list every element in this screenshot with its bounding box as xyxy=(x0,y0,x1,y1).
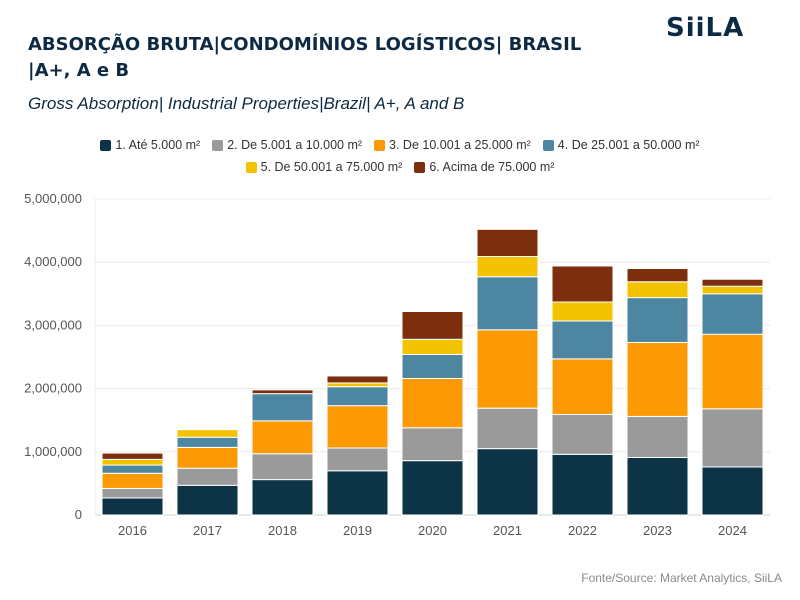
bar-segment xyxy=(701,285,764,295)
legend-swatch xyxy=(374,139,386,151)
bar-segment xyxy=(551,453,614,516)
bar-segment xyxy=(401,310,464,340)
legend-label: 1. Até 5.000 m² xyxy=(115,138,201,152)
bar-segment xyxy=(251,479,314,516)
bar-segment xyxy=(401,377,464,429)
x-tick-label: 2022 xyxy=(568,523,597,538)
x-tick-label: 2018 xyxy=(268,523,297,538)
bar-segment xyxy=(326,447,389,472)
legend-label: 6. Acima de 75.000 m² xyxy=(429,160,555,174)
legend-item: 1. Até 5.000 m² xyxy=(100,138,200,152)
bar-segment xyxy=(326,405,389,449)
bar-segment xyxy=(101,497,164,516)
y-tick-label: 2,000,000 xyxy=(24,381,82,396)
legend-row: 1. Até 5.000 m² 2. De 5.001 a 10.000 m² 3.… xyxy=(0,138,800,152)
bar-segment xyxy=(401,338,464,355)
legend-item: 6. Acima de 75.000 m² xyxy=(414,160,554,174)
bar-segment xyxy=(101,472,164,489)
y-tick-label: 1,000,000 xyxy=(24,444,82,459)
legend-item: 4. De 25.001 a 50.000 m² xyxy=(542,138,700,152)
bar-segment xyxy=(326,470,389,516)
y-tick-label: 5,000,000 xyxy=(24,191,82,206)
x-tick-label: 2019 xyxy=(343,523,372,538)
legend-item: 2. De 5.001 a 10.000 m² xyxy=(212,138,362,152)
legend-item: 3. De 10.001 a 25.000 m² xyxy=(374,138,531,152)
bar-segment xyxy=(551,265,614,303)
bar-segment xyxy=(176,446,239,469)
bar-segment xyxy=(626,456,689,516)
bar-segment xyxy=(176,484,239,516)
bar-segment xyxy=(476,407,539,450)
bar-segment xyxy=(551,358,614,416)
legend-swatch xyxy=(100,139,112,151)
bar-segment xyxy=(326,382,389,388)
bar-segment xyxy=(701,408,764,468)
legend-label: 2. De 5.001 a 10.000 m² xyxy=(227,138,363,152)
bar-segment xyxy=(176,436,239,448)
bar-segment xyxy=(101,458,164,466)
bar-segment xyxy=(626,281,689,299)
x-tick-label: 2020 xyxy=(418,523,447,538)
bar-segment xyxy=(626,297,689,343)
bar-segment xyxy=(251,453,314,481)
bar-segment xyxy=(701,466,764,516)
bar-segment xyxy=(476,228,539,258)
legend-item: 5. De 50.001 a 75.000 m² xyxy=(245,160,403,174)
bar-segment xyxy=(551,320,614,360)
legend-swatch xyxy=(212,139,224,151)
bar-segment xyxy=(251,389,314,395)
bar-segment xyxy=(701,333,764,410)
bar-segment xyxy=(251,420,314,455)
siila-logo: SiiLA xyxy=(666,12,782,44)
bar-segment xyxy=(476,329,539,409)
bar-segment xyxy=(701,293,764,335)
legend-label: 4. De 25.001 a 50.000 m² xyxy=(557,138,700,152)
chart-title: ABSORÇÃO BRUTA|CONDOMÍNIOS LOGÍSTICOS| B… xyxy=(28,34,582,81)
bar-segment xyxy=(401,427,464,462)
bar-segment xyxy=(101,452,164,460)
bar-segment xyxy=(701,278,764,287)
bar-segment xyxy=(626,341,689,417)
bar-segment xyxy=(626,268,689,283)
source-note: Fonte/Source: Market Analytics, SiiLA xyxy=(581,571,782,585)
legend-swatch xyxy=(542,139,554,151)
bar-segment xyxy=(476,448,539,516)
legend-swatch xyxy=(414,161,426,173)
logo-text: SiiLA xyxy=(666,13,745,43)
bar-segment xyxy=(551,301,614,322)
y-tick-label: 0 xyxy=(75,507,82,522)
chart-subtitle: Gross Absorption| Industrial Properties|… xyxy=(28,94,465,113)
bar-segment xyxy=(401,460,464,516)
x-tick-label: 2021 xyxy=(493,523,522,538)
x-tick-label: 2024 xyxy=(718,523,747,538)
x-tick-label: 2017 xyxy=(193,523,222,538)
bar-segment xyxy=(626,415,689,458)
y-tick-label: 3,000,000 xyxy=(24,317,82,332)
chart-legend: 1. Até 5.000 m² 2. De 5.001 a 10.000 m² 3.… xyxy=(0,138,800,182)
bar-segment xyxy=(326,375,389,384)
bar-segment xyxy=(476,256,539,278)
bar-segment xyxy=(101,487,164,499)
x-tick-label: 2016 xyxy=(118,523,147,538)
bar-segment xyxy=(176,467,239,486)
bar-segment xyxy=(176,429,239,438)
bar-segment xyxy=(551,414,614,455)
legend-label: 5. De 50.001 a 75.000 m² xyxy=(260,160,403,174)
legend-swatch xyxy=(245,161,257,173)
bar-segment xyxy=(251,393,314,422)
bar-segment xyxy=(401,353,464,379)
legend-label: 3. De 10.001 a 25.000 m² xyxy=(389,138,531,152)
bar-segment xyxy=(476,276,539,331)
x-tick-label: 2023 xyxy=(643,523,672,538)
bar-segment xyxy=(326,386,389,407)
y-tick-label: 4,000,000 xyxy=(24,254,82,269)
legend-row: 5. De 50.001 a 75.000 m² 6. Acima de 75.0… xyxy=(0,160,800,174)
bar-segment xyxy=(101,464,164,474)
